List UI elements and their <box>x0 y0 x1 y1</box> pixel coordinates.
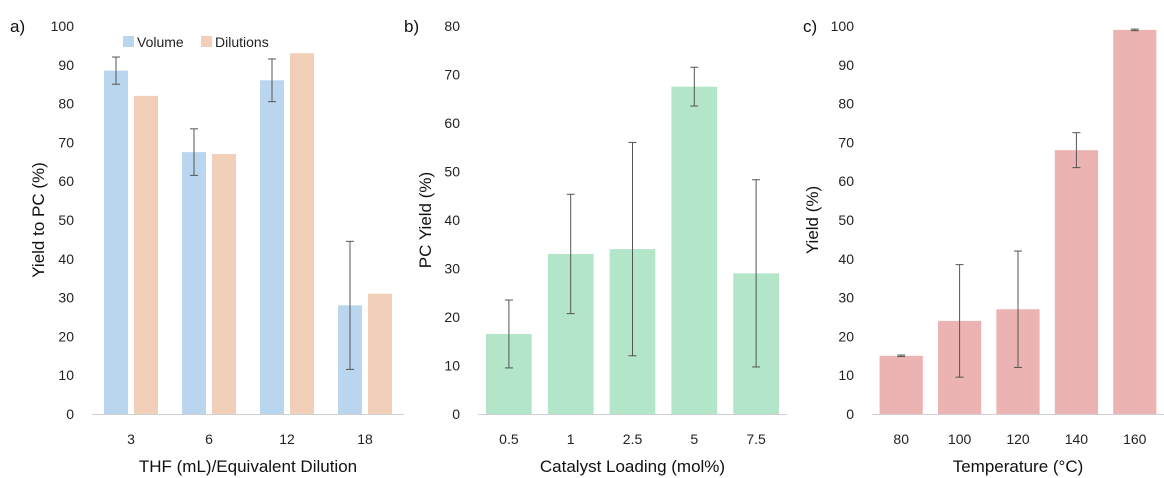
panel-label: b) <box>404 17 419 36</box>
y-tick-label: 50 <box>444 164 460 180</box>
y-axis-label: PC Yield (%) <box>416 172 435 268</box>
legend-label-dilutions: Dilutions <box>215 34 269 50</box>
x-tick-label: 140 <box>1065 431 1089 447</box>
y-tick-label: 0 <box>452 406 460 422</box>
bar-dilutions-12 <box>290 53 314 414</box>
bar-series-5 <box>671 86 718 414</box>
x-tick-label: 1 <box>567 431 575 447</box>
x-tick-label: 80 <box>893 431 909 447</box>
x-tick-label: 0.5 <box>499 431 519 447</box>
x-axis-label: Temperature (°C) <box>953 457 1084 476</box>
y-axis-label: Yield to PC (%) <box>29 162 48 278</box>
bar-series-140 <box>1054 150 1099 414</box>
y-tick-label: 40 <box>444 212 460 228</box>
y-tick-label: 90 <box>838 57 854 73</box>
y-tick-label: 60 <box>58 173 74 189</box>
panel-label: a) <box>10 17 25 36</box>
y-tick-label: 20 <box>838 328 854 344</box>
bar-volume-6 <box>182 152 206 414</box>
x-axis-label: Catalyst Loading (mol%) <box>540 457 725 476</box>
y-tick-label: 20 <box>58 328 74 344</box>
x-tick-label: 12 <box>279 431 295 447</box>
x-tick-label: 3 <box>127 431 135 447</box>
x-tick-label: 6 <box>205 431 213 447</box>
y-tick-label: 100 <box>831 18 855 34</box>
x-tick-label: 100 <box>948 431 972 447</box>
legend-swatch-volume <box>123 36 134 47</box>
y-tick-label: 30 <box>58 290 74 306</box>
bar-dilutions-3 <box>134 95 158 414</box>
x-tick-label: 160 <box>1123 431 1147 447</box>
x-axis-label: THF (mL)/Equivalent Dilution <box>139 457 357 476</box>
bar-series-80 <box>879 355 923 414</box>
y-tick-label: 10 <box>838 367 854 383</box>
x-tick-label: 5 <box>690 431 698 447</box>
y-tick-label: 70 <box>838 134 854 150</box>
y-tick-label: 50 <box>838 212 854 228</box>
y-tick-label: 80 <box>444 18 460 34</box>
y-tick-label: 60 <box>838 173 854 189</box>
chart-panel-2: b) 0 10 20 30 40 50 60 70 80 0.5 1 2.5 5 7.5 Catalyst L… <box>404 17 787 476</box>
y-tick-label: 10 <box>58 367 74 383</box>
y-tick-label: 40 <box>838 251 854 267</box>
x-tick-label: 18 <box>357 431 373 447</box>
legend-label-volume: Volume <box>137 34 184 50</box>
chart-panel-3: c) 0 10 20 30 40 50 60 70 80 90 100 80 100 120 140 160 Te… <box>803 17 1164 476</box>
bar-series-160 <box>1113 29 1157 414</box>
y-tick-label: 30 <box>444 261 460 277</box>
y-tick-label: 10 <box>444 358 460 374</box>
x-tick-label: 120 <box>1006 431 1030 447</box>
x-tick-label: 7.5 <box>746 431 766 447</box>
y-tick-label: 100 <box>51 18 75 34</box>
y-tick-label: 90 <box>58 57 74 73</box>
y-tick-label: 70 <box>58 134 74 150</box>
legend-swatch-dilutions <box>201 36 212 47</box>
y-axis-label: Yield (%) <box>803 186 822 254</box>
y-tick-label: 60 <box>444 115 460 131</box>
y-tick-label: 30 <box>838 290 854 306</box>
y-tick-label: 0 <box>846 406 854 422</box>
y-tick-label: 50 <box>58 212 74 228</box>
y-tick-label: 20 <box>444 309 460 325</box>
bar-volume-12 <box>260 80 284 414</box>
bar-dilutions-6 <box>212 154 236 415</box>
bar-volume-3 <box>104 70 128 415</box>
bar-dilutions-18 <box>368 293 392 414</box>
y-tick-label: 0 <box>66 406 74 422</box>
x-tick-label: 2.5 <box>623 431 643 447</box>
y-tick-label: 80 <box>58 96 74 112</box>
panel-label: c) <box>803 17 817 36</box>
y-tick-label: 80 <box>838 96 854 112</box>
y-tick-label: 70 <box>444 67 460 83</box>
y-tick-label: 40 <box>58 251 74 267</box>
